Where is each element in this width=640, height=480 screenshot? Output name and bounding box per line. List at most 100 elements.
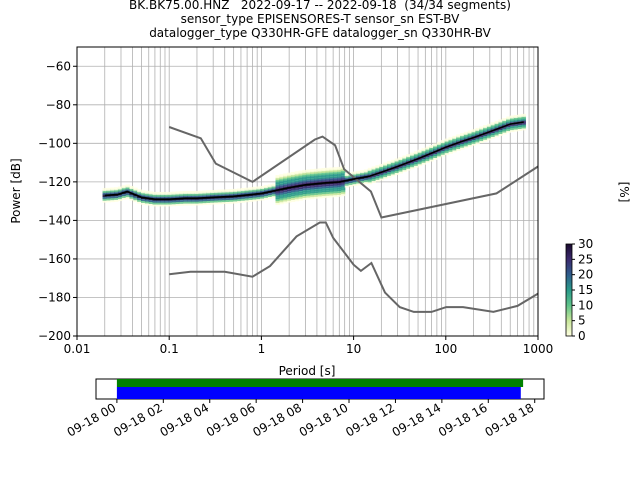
density-cell	[283, 185, 288, 189]
density-cell	[248, 189, 254, 193]
density-cell	[517, 118, 523, 122]
density-cell	[106, 187, 111, 191]
density-cell	[202, 198, 207, 202]
density-cell	[329, 190, 334, 194]
density-cell	[490, 133, 496, 137]
density-cell	[344, 180, 350, 184]
density-cell	[521, 125, 526, 129]
density-cell	[333, 178, 338, 182]
density-cell	[452, 147, 457, 151]
density-cell	[298, 172, 303, 176]
density-cell	[317, 185, 323, 189]
density-cell	[371, 174, 377, 178]
density-cell	[206, 197, 211, 201]
density-cell	[260, 197, 265, 201]
noise-model-low	[169, 221, 539, 313]
density-cell	[340, 177, 346, 181]
density-cell	[329, 186, 334, 190]
density-cell	[340, 181, 346, 185]
density-cell	[483, 134, 488, 138]
density-cell	[129, 186, 134, 190]
density-cell	[294, 186, 300, 190]
density-cell	[206, 192, 211, 196]
density-cell	[337, 176, 342, 180]
density-cell	[302, 196, 307, 200]
density-cell	[302, 179, 307, 183]
density-cell	[217, 197, 223, 201]
density-cell	[287, 182, 292, 186]
density-cell	[333, 167, 338, 171]
x-axis-ticks: 0.01 0.1 1 10 100 1000	[64, 336, 553, 356]
density-cell	[440, 147, 446, 151]
density-cell	[463, 141, 469, 145]
time-tick-label: 09-18 12	[343, 400, 397, 439]
density-cell	[456, 136, 461, 140]
density-cell	[463, 135, 469, 139]
density-cell	[494, 128, 500, 132]
density-cell	[287, 184, 292, 188]
density-cell	[214, 191, 219, 195]
density-cell	[287, 188, 292, 192]
density-cell	[394, 164, 400, 168]
density-cell	[413, 157, 419, 161]
density-cell	[394, 166, 400, 170]
density-cell	[256, 196, 261, 200]
density-cell	[279, 181, 284, 185]
density-cell	[360, 170, 365, 174]
density-cell	[279, 193, 284, 197]
density-cell	[279, 180, 284, 184]
density-cell	[371, 176, 377, 180]
density-cell	[479, 136, 484, 140]
density-cell	[433, 153, 438, 157]
density-cell	[410, 158, 415, 162]
density-cell	[298, 197, 303, 201]
density-cell	[402, 155, 407, 159]
density-cell	[329, 167, 334, 171]
density-cell	[390, 159, 396, 163]
density-cell	[302, 177, 307, 181]
density-cell	[379, 163, 384, 167]
density-cell	[475, 141, 480, 145]
density-cell	[452, 143, 457, 147]
density-cell	[433, 147, 438, 151]
density-cell	[436, 155, 442, 159]
density-cell	[329, 169, 334, 173]
density-cell	[152, 199, 157, 203]
density-cell	[256, 188, 261, 192]
density-cell	[187, 200, 192, 204]
density-cell	[444, 150, 450, 154]
density-cell	[325, 188, 330, 192]
density-cell	[287, 180, 292, 184]
density-cell	[313, 188, 319, 192]
density-cell	[337, 170, 342, 174]
density-cell	[102, 197, 107, 201]
density-cell	[406, 161, 411, 165]
density-cell	[490, 130, 496, 134]
density-cell	[321, 193, 327, 197]
density-cell	[198, 202, 204, 206]
density-cell	[283, 175, 288, 179]
density-cell	[402, 165, 407, 169]
density-cell	[121, 187, 127, 191]
density-cell	[256, 198, 261, 202]
density-cell	[375, 172, 380, 176]
density-cell	[417, 161, 423, 165]
density-cell	[164, 203, 169, 207]
density-cell	[164, 191, 169, 195]
y-tick-label: −200	[38, 329, 71, 343]
density-cell	[240, 191, 246, 195]
density-cell	[429, 146, 434, 150]
density-cell	[125, 186, 131, 190]
time-tick-label: 09-18 04	[158, 400, 212, 439]
density-cell	[479, 134, 484, 138]
density-cell	[383, 166, 388, 170]
density-cell	[171, 191, 177, 195]
density-cell	[244, 189, 250, 193]
density-cell	[310, 184, 315, 188]
density-cell	[413, 151, 419, 155]
density-cell	[294, 188, 300, 192]
density-cell	[298, 191, 303, 195]
density-cell	[402, 167, 407, 171]
density-cell	[294, 198, 300, 202]
density-cell	[379, 177, 384, 181]
